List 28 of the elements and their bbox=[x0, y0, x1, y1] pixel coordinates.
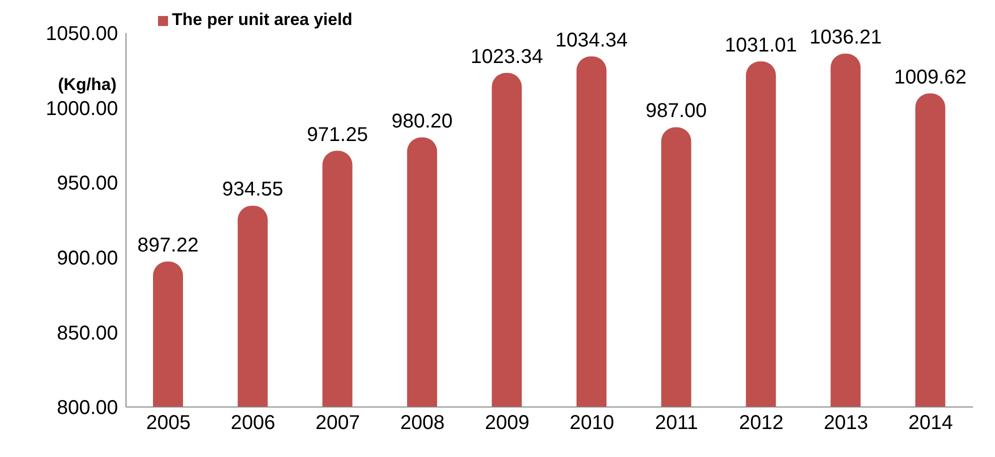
x-tick-label: 2011 bbox=[655, 412, 698, 434]
x-tick-label: 2014 bbox=[908, 412, 953, 434]
data-label: 987.00 bbox=[646, 100, 707, 122]
data-label: 1034.34 bbox=[555, 29, 628, 52]
x-tick-label: 2010 bbox=[570, 412, 614, 434]
data-label: 1031.01 bbox=[724, 34, 798, 56]
x-tick-label: 2013 bbox=[824, 412, 868, 434]
data-label: 980.20 bbox=[392, 110, 453, 132]
x-tick-label: 2012 bbox=[739, 412, 784, 434]
y-tick-label: 1050.00 bbox=[46, 23, 118, 46]
x-tick-label: 2005 bbox=[146, 412, 191, 434]
y-tick-label: 900.00 bbox=[56, 248, 118, 270]
x-tick-label: 2007 bbox=[316, 412, 360, 434]
data-label: 897.22 bbox=[137, 234, 199, 257]
data-label: 1009.62 bbox=[894, 66, 966, 88]
data-label: 971.25 bbox=[306, 124, 368, 146]
data-label: 1036.21 bbox=[809, 26, 882, 49]
y-tick-label: 800.00 bbox=[56, 397, 118, 420]
y-tick-label: 850.00 bbox=[56, 322, 118, 344]
data-label: 1023.34 bbox=[470, 46, 543, 68]
legend-label: The per unit area yield bbox=[172, 10, 352, 29]
x-tick-label: 2009 bbox=[484, 412, 530, 434]
x-tick-label: 2006 bbox=[230, 412, 276, 434]
y-tick-label: 950.00 bbox=[56, 172, 118, 195]
y-axis-title: (Kg/ha) bbox=[58, 75, 117, 94]
y-tick-label: 1000.00 bbox=[46, 98, 118, 120]
data-label: 934.55 bbox=[222, 178, 284, 201]
x-tick-label: 2008 bbox=[400, 412, 445, 434]
